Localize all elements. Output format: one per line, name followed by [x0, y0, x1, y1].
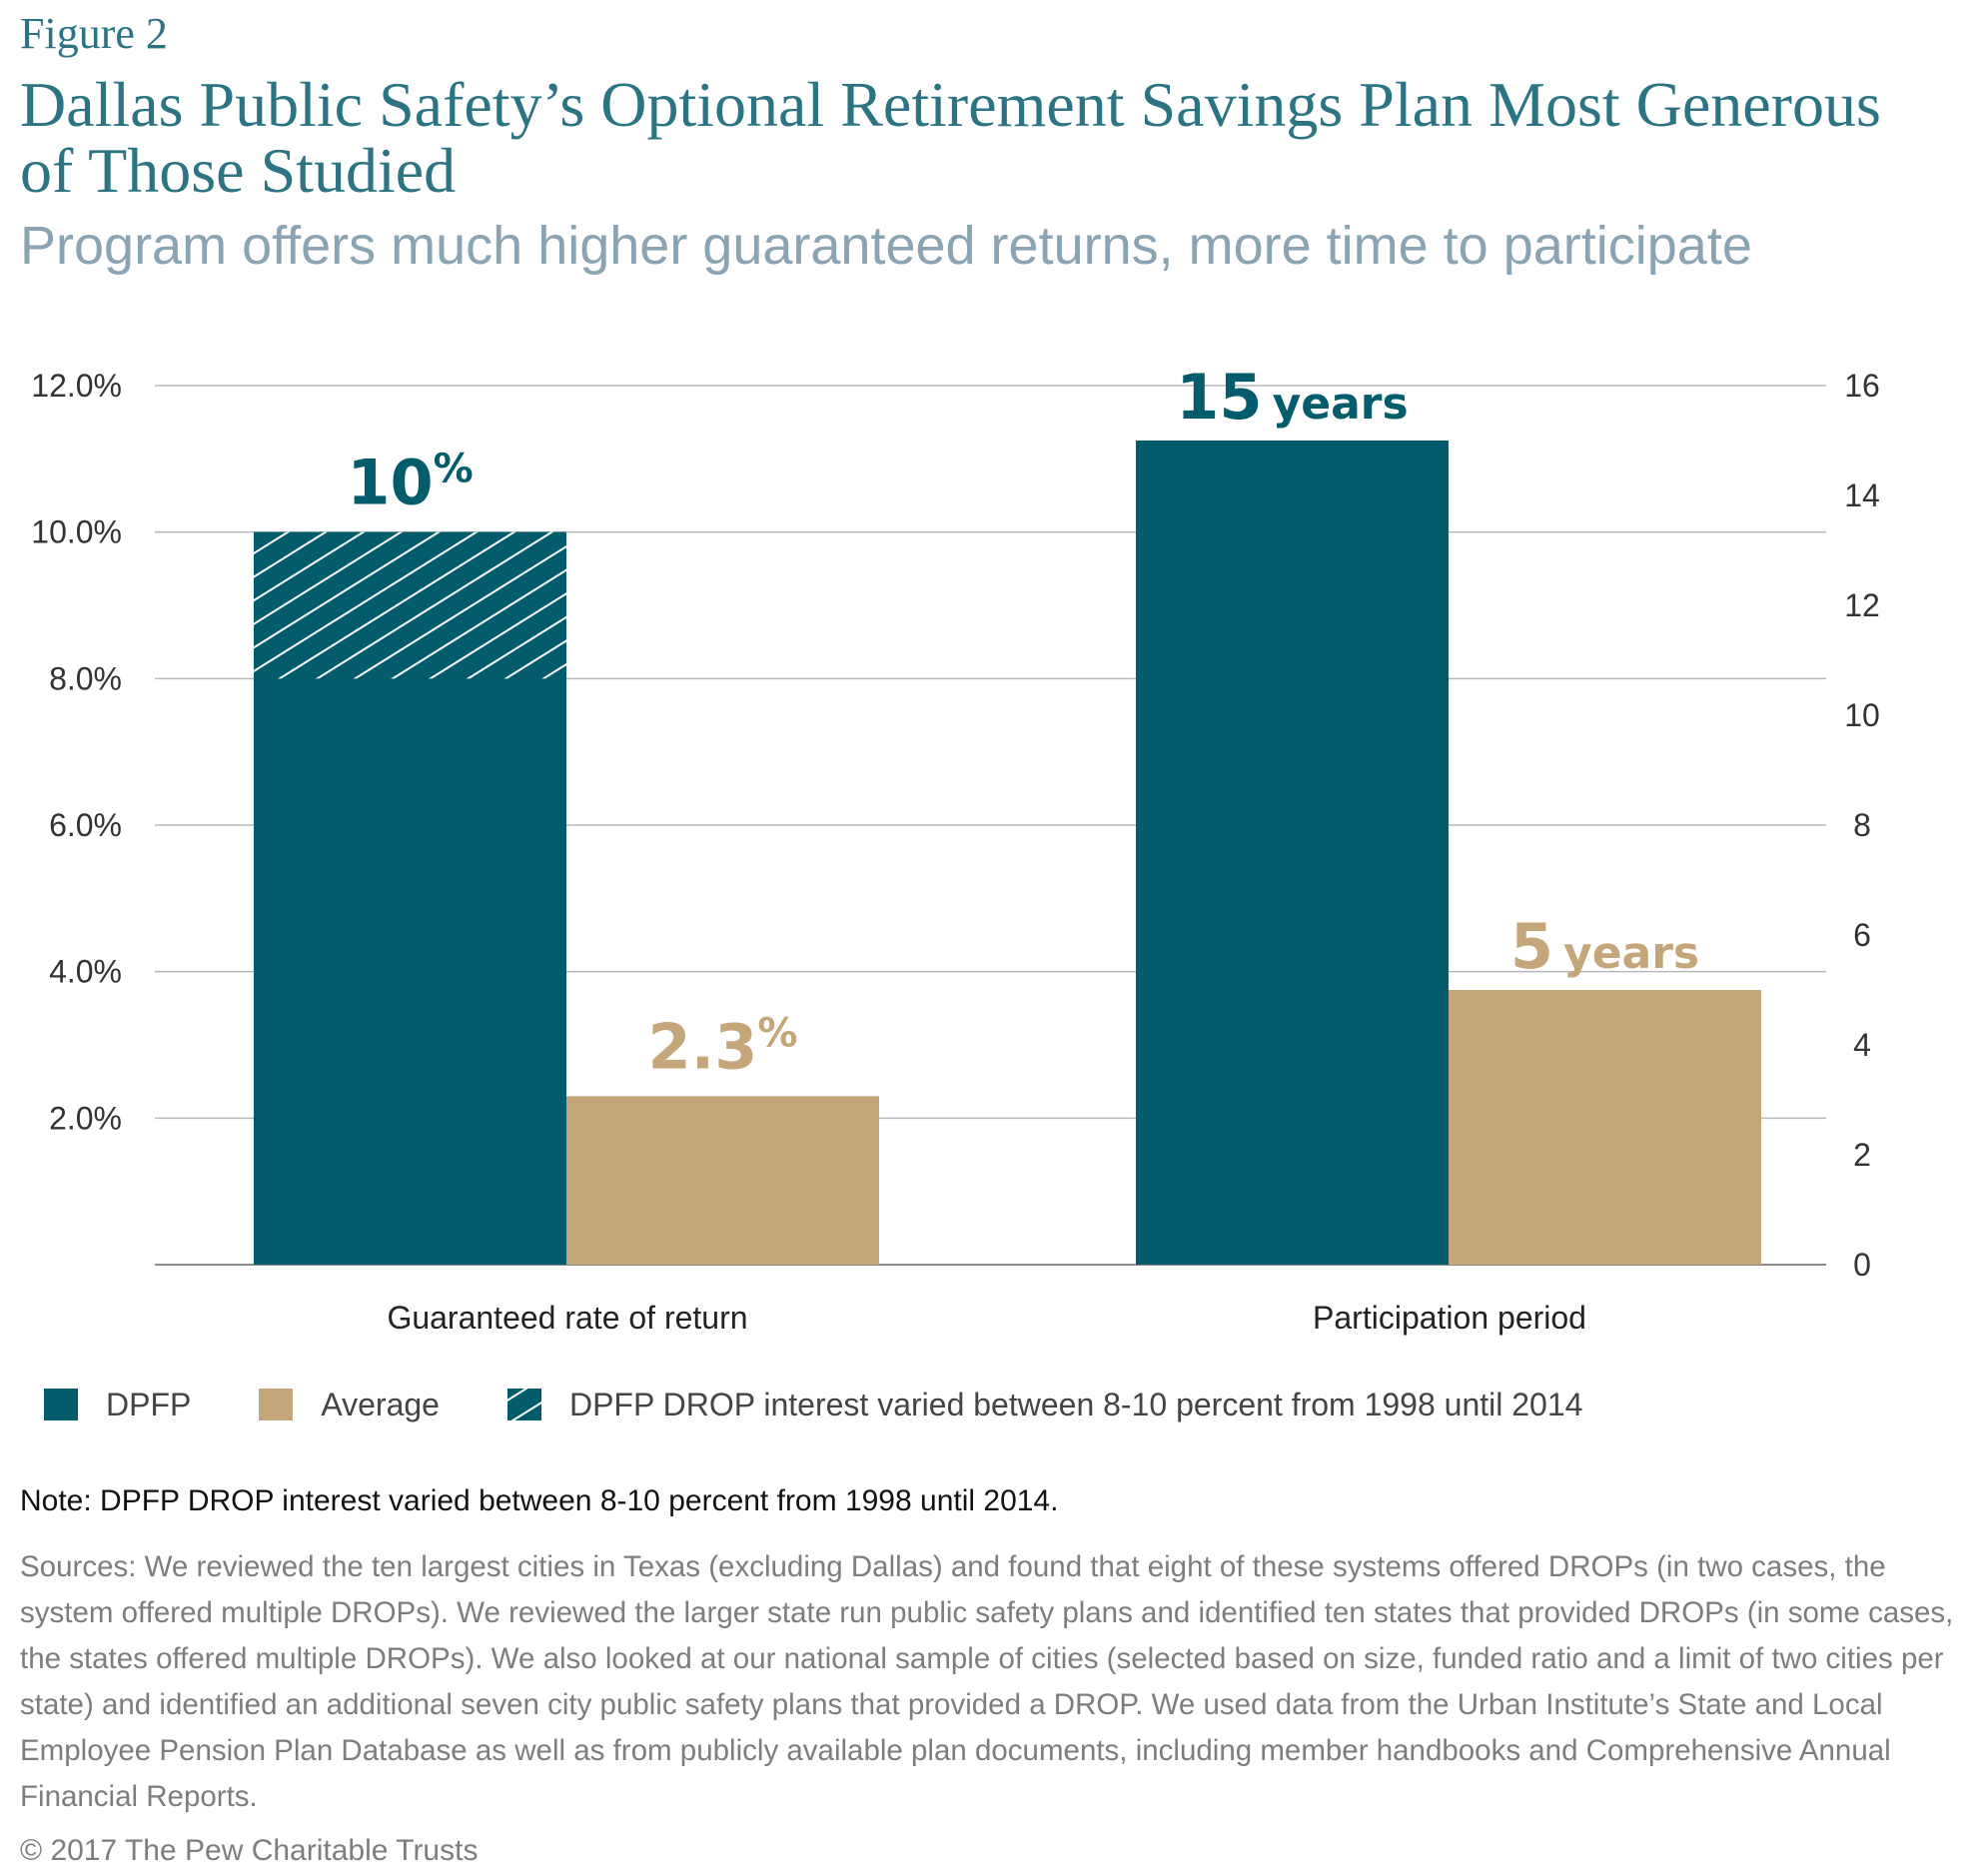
data-label: 5 years — [1510, 910, 1699, 983]
legend: DPFP Average DPFP DROP interest varied b… — [44, 1385, 1650, 1424]
y-right-tick-label: 2 — [1853, 1137, 1871, 1173]
y-left-tick-label: 10.0% — [31, 514, 122, 550]
y-right-tick-label: 0 — [1853, 1247, 1871, 1283]
bar-average-period — [1449, 990, 1761, 1265]
data-label: 2.3% — [648, 1010, 798, 1083]
y-right-tick-label: 10 — [1844, 697, 1880, 733]
note: Note: DPFP DROP interest varied between … — [20, 1484, 1059, 1517]
legend-swatch-average — [259, 1389, 294, 1420]
y-left-tick-label: 8.0% — [49, 660, 122, 696]
y-right-tick-label: 6 — [1853, 917, 1871, 953]
legend-swatch-dpfp — [44, 1389, 78, 1420]
category-label: Guaranteed rate of return — [387, 1300, 747, 1336]
figure-label: Figure 2 — [20, 9, 168, 58]
y-right-tick-label: 4 — [1853, 1027, 1871, 1063]
y-left-tick-label: 4.0% — [49, 954, 122, 990]
y-right-tick-label: 8 — [1853, 807, 1871, 843]
legend-label-hatched: DPFP DROP interest varied between 8-10 p… — [568, 1386, 1583, 1422]
data-label: 10% — [347, 447, 473, 519]
legend-label-dpfp: DPFP — [106, 1386, 192, 1422]
bar-chart: 2.0%4.0%6.0%8.0%10.0%12.0%0246810121416 … — [31, 361, 1880, 1336]
category-label: Participation period — [1313, 1300, 1586, 1336]
y-left-tick-label: 2.0% — [49, 1100, 122, 1136]
bar-hatched-segment — [254, 531, 566, 679]
legend-item-average: Average — [259, 1387, 440, 1423]
y-right-tick-label: 12 — [1844, 587, 1880, 623]
chart-subtitle: Program offers much higher guaranteed re… — [20, 216, 1752, 276]
legend-item-dpfp: DPFP — [44, 1387, 191, 1423]
y-right-tick-label: 16 — [1844, 368, 1880, 404]
chart-title: Dallas Public Safety’s Optional Retireme… — [20, 69, 1881, 206]
y-right-tick-label: 14 — [1844, 477, 1880, 513]
legend-swatch-hatched — [506, 1389, 541, 1420]
legend-item-hatched: DPFP DROP interest varied between 8-10 p… — [506, 1386, 1583, 1423]
sources: Sources: We reviewed the ten largest cit… — [20, 1550, 1954, 1813]
copyright: © 2017 The Pew Charitable Trusts — [20, 1834, 479, 1867]
bar-average-rate — [566, 1096, 879, 1265]
data-label: 15 years — [1176, 361, 1408, 434]
y-left-tick-label: 6.0% — [49, 807, 122, 843]
y-left-tick-label: 12.0% — [31, 368, 122, 404]
legend-label-average: Average — [321, 1386, 440, 1422]
bar-dpfp-period — [1136, 441, 1449, 1265]
